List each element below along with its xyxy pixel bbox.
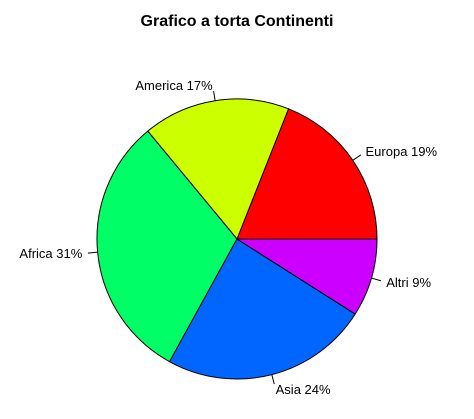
pie-slice-africa (96, 130, 238, 363)
slice-label: Africa 31% (19, 246, 82, 261)
pie-slices (96, 98, 378, 380)
label-tick (213, 90, 216, 101)
label-tick (352, 154, 362, 161)
slice-label: Altri 9% (386, 275, 431, 290)
slice-labels: Europa 19% America 17% Africa 31% Asia 24% A… (19, 78, 437, 397)
label-ticks (87, 90, 381, 385)
slice-label: Europa 19% (366, 144, 438, 159)
pie-slice-altri (235, 238, 378, 315)
pie-slice-america (147, 98, 290, 240)
slice-label: Asia 24% (276, 382, 331, 397)
chart-title: Grafico a torta Continenti (141, 13, 334, 30)
label-tick (271, 374, 275, 385)
slice-label: America 17% (135, 78, 213, 93)
label-tick (371, 277, 381, 282)
pie-slice-europa (236, 108, 378, 240)
label-tick (87, 251, 98, 254)
